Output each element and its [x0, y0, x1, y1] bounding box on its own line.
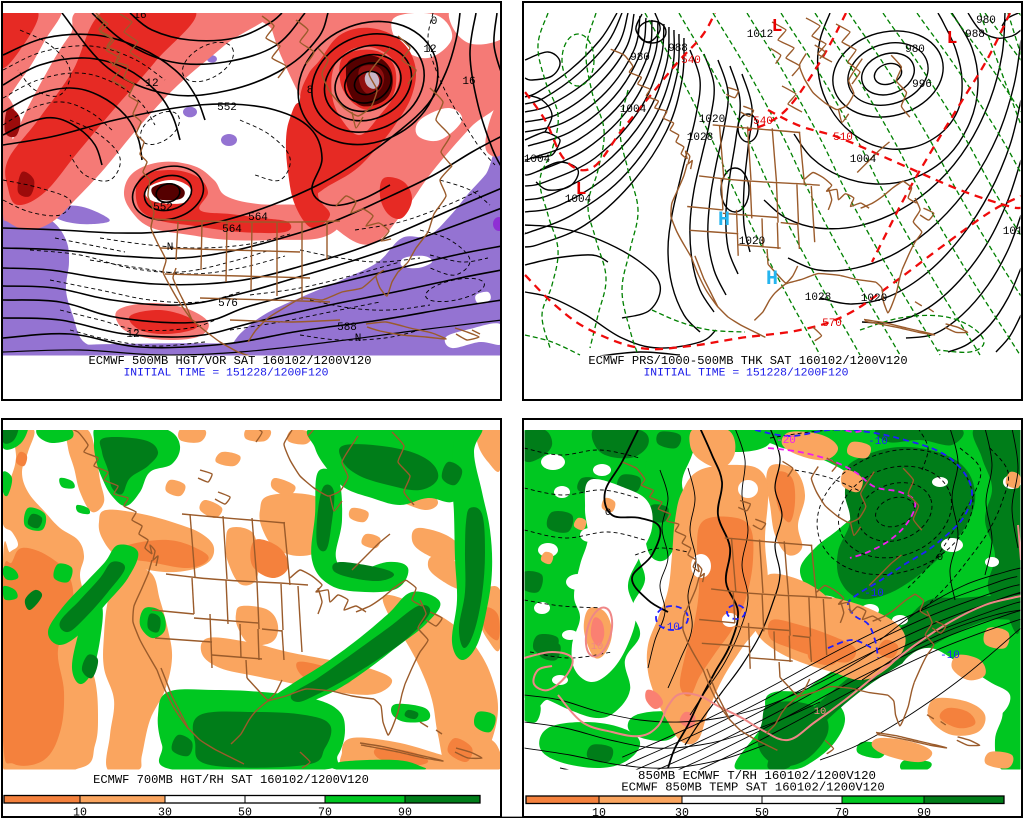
svg-text:-10: -10	[660, 622, 680, 634]
svg-text:H: H	[718, 209, 730, 232]
svg-text:10: 10	[591, 641, 604, 653]
svg-text:570: 570	[822, 318, 842, 330]
svg-text:10: 10	[814, 706, 827, 718]
svg-text:L: L	[772, 17, 783, 37]
svg-text:1028: 1028	[687, 132, 713, 144]
svg-text:16: 16	[462, 76, 475, 88]
svg-text:L: L	[947, 29, 958, 49]
svg-text:1004: 1004	[524, 154, 551, 166]
svg-text:540: 540	[681, 55, 701, 67]
svg-text:N: N	[167, 242, 174, 254]
svg-text:980: 980	[905, 44, 925, 56]
svg-text:1016: 1016	[1003, 226, 1024, 238]
svg-text:90: 90	[398, 807, 412, 820]
svg-text:988: 988	[668, 43, 688, 55]
svg-text:12: 12	[145, 78, 158, 90]
svg-text:INITIAL TIME = 151228/1200F120: INITIAL TIME = 151228/1200F120	[123, 368, 328, 380]
svg-text:INITIAL TIME = 151228/1200F120: INITIAL TIME = 151228/1200F120	[643, 368, 848, 380]
svg-text:ECMWF 850MB TEMP SAT 160102/12: ECMWF 850MB TEMP SAT 160102/1200V120	[621, 781, 884, 795]
svg-text:-10: -10	[940, 650, 960, 662]
svg-text:8: 8	[307, 85, 314, 97]
svg-text:12: 12	[423, 44, 436, 56]
svg-text:-10: -10	[868, 436, 888, 448]
svg-text:ECMWF 700MB HGT/RH SAT 160102/: ECMWF 700MB HGT/RH SAT 160102/1200V120	[93, 773, 369, 787]
svg-text:50: 50	[238, 807, 252, 820]
svg-text:850MB ECMWF T/RH 160102/1200V1: 850MB ECMWF T/RH 160102/1200V120	[638, 769, 876, 783]
svg-text:1020: 1020	[861, 293, 887, 305]
svg-text:576: 576	[218, 298, 238, 310]
svg-text:-20: -20	[776, 435, 796, 447]
svg-text:1020: 1020	[739, 236, 765, 248]
svg-text:16: 16	[133, 10, 146, 22]
svg-text:1004: 1004	[850, 154, 877, 166]
svg-text:996: 996	[912, 79, 932, 91]
svg-text:980: 980	[630, 52, 650, 64]
svg-text:ECMWF 500MB HGT/VOR SAT 160102: ECMWF 500MB HGT/VOR SAT 160102/1200V120	[88, 354, 371, 368]
svg-text:980: 980	[976, 15, 996, 27]
svg-text:564: 564	[222, 224, 242, 236]
svg-text:1004: 1004	[565, 194, 592, 206]
svg-text:0: 0	[605, 507, 611, 519]
svg-text:12: 12	[126, 329, 139, 341]
svg-text:510: 510	[833, 132, 853, 144]
svg-text:540: 540	[753, 116, 773, 128]
svg-text:1012: 1012	[747, 29, 773, 41]
svg-text:588: 588	[337, 322, 357, 334]
svg-text:N: N	[355, 333, 362, 345]
svg-text:ECMWF PRS/1000-500MB THK SAT 1: ECMWF PRS/1000-500MB THK SAT 160102/1200…	[588, 354, 907, 368]
svg-text:70: 70	[318, 807, 332, 820]
svg-text:10: 10	[73, 807, 87, 820]
svg-text:30: 30	[158, 807, 172, 820]
svg-text:1004: 1004	[620, 104, 647, 116]
svg-text:564: 564	[248, 212, 268, 224]
svg-text:0: 0	[937, 552, 943, 564]
svg-text:552: 552	[217, 102, 237, 114]
svg-text:988: 988	[965, 29, 985, 41]
svg-text:1028: 1028	[805, 292, 831, 304]
svg-text:0: 0	[431, 16, 438, 28]
svg-text:1020: 1020	[699, 114, 725, 126]
svg-text:-10: -10	[864, 588, 884, 600]
svg-text:H: H	[766, 268, 778, 291]
svg-text:L: L	[576, 180, 587, 200]
svg-text:552: 552	[153, 202, 173, 214]
